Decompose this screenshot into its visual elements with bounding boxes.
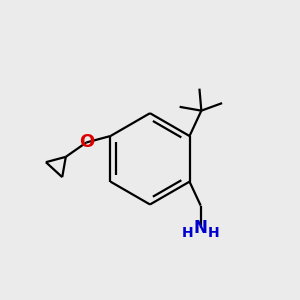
Text: N: N bbox=[194, 219, 208, 237]
Text: H: H bbox=[208, 226, 220, 240]
Text: H: H bbox=[182, 226, 193, 240]
Text: O: O bbox=[79, 134, 94, 152]
